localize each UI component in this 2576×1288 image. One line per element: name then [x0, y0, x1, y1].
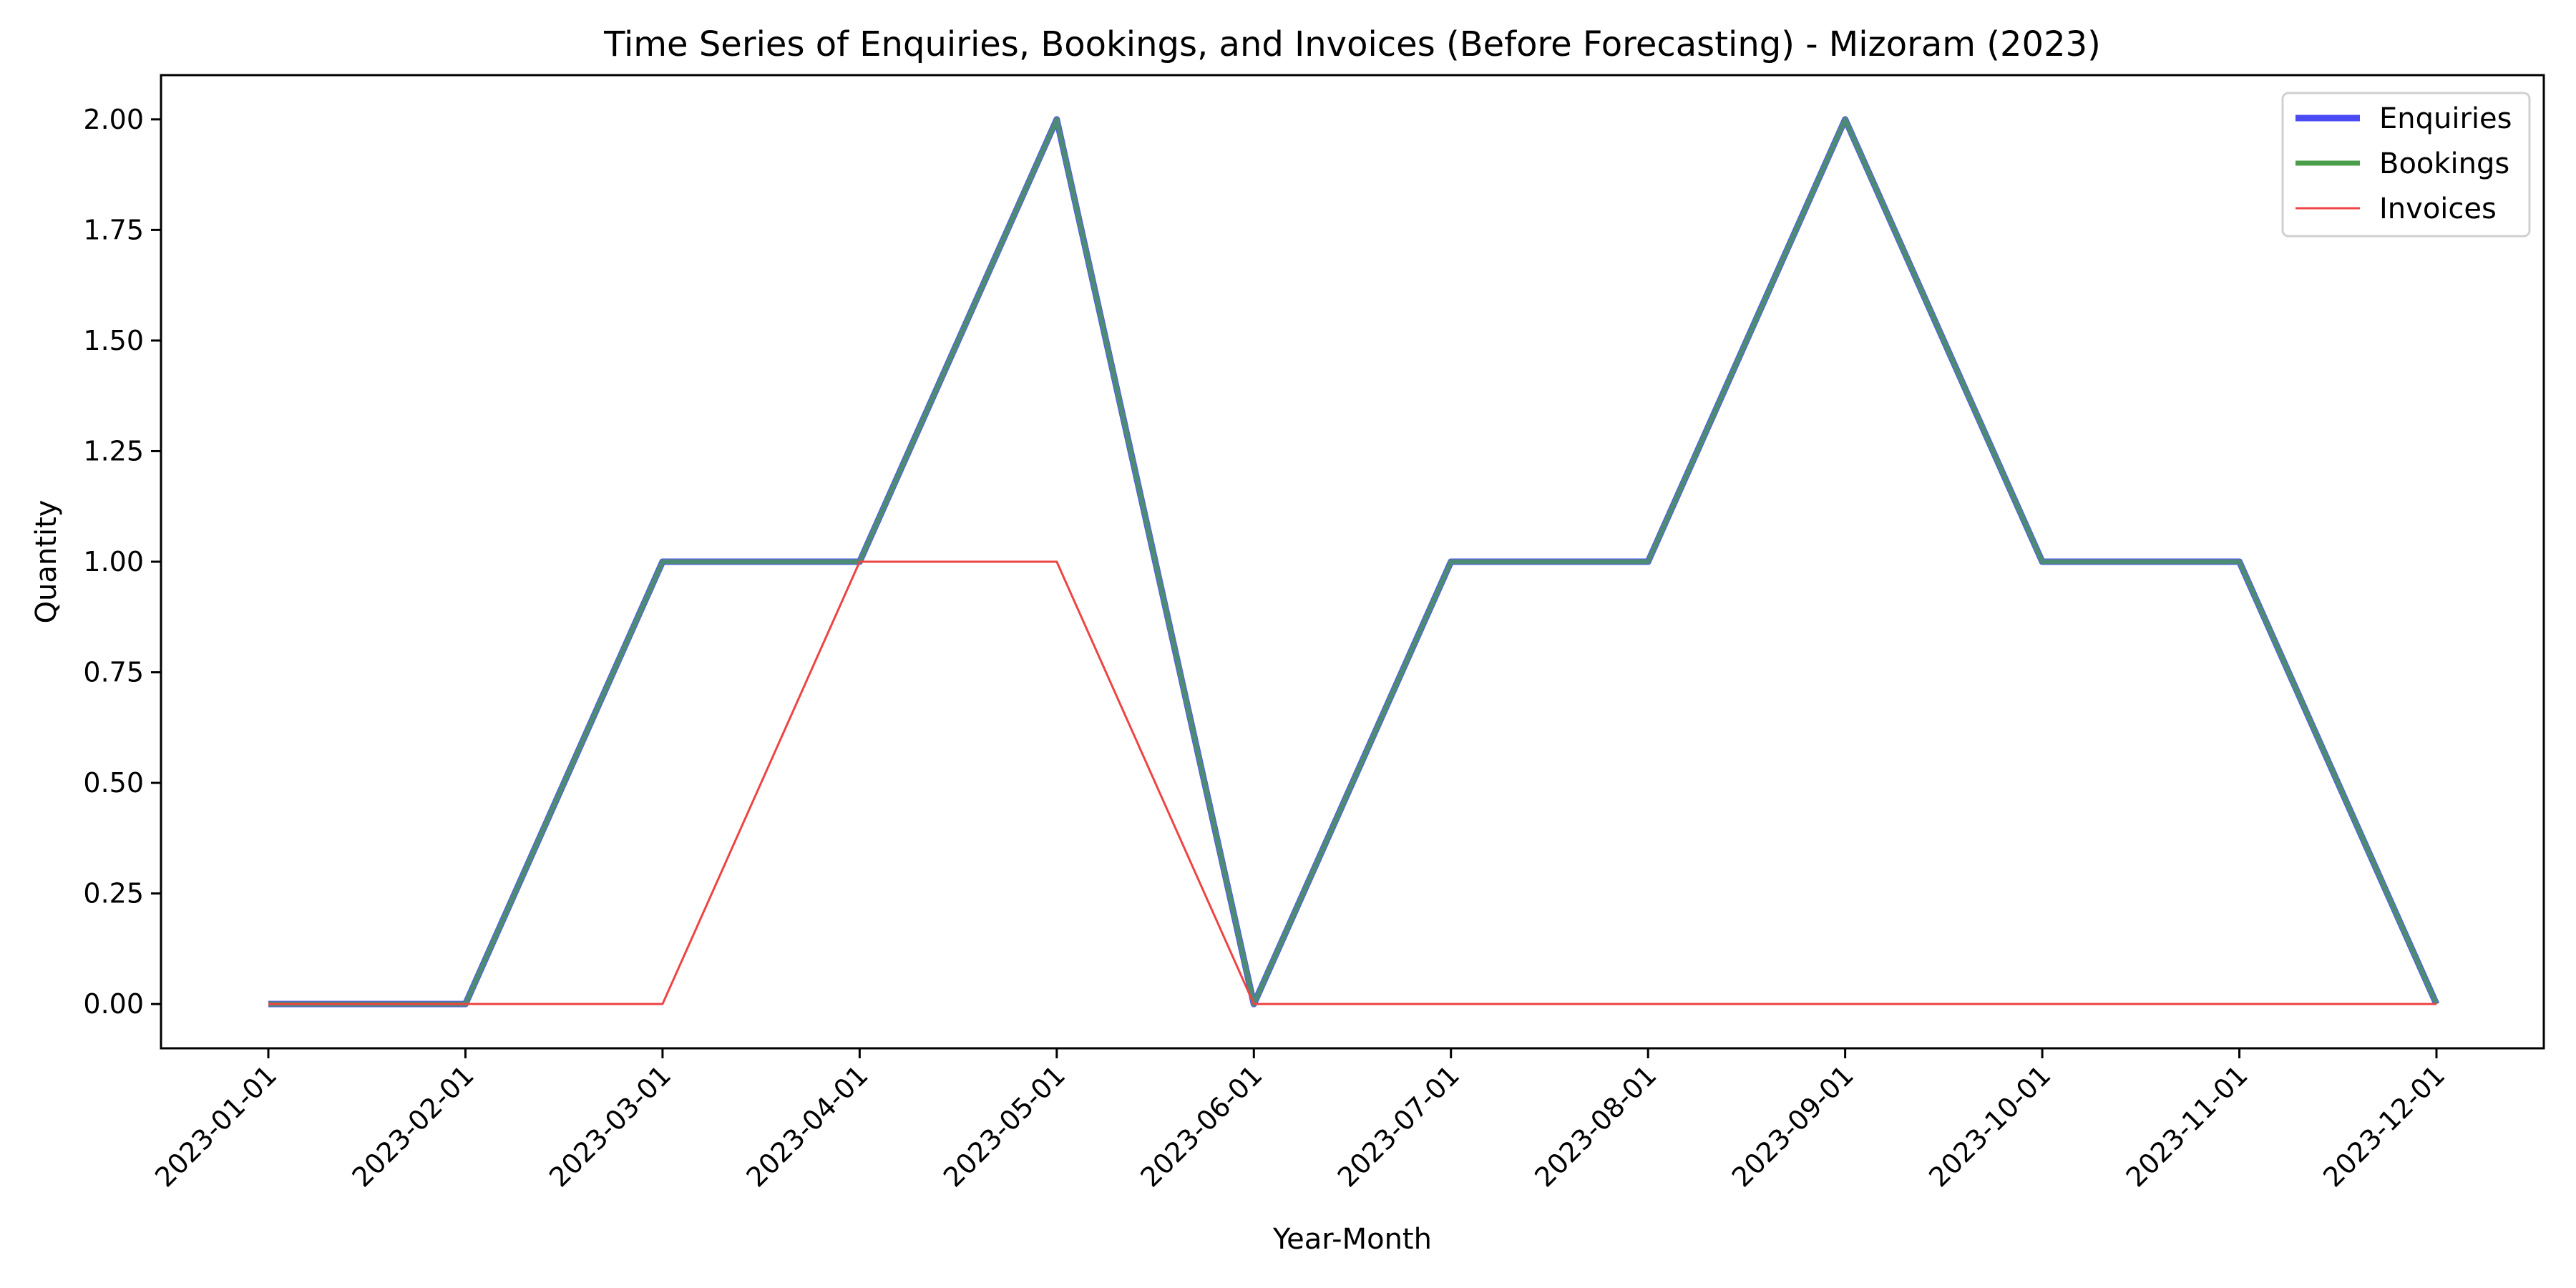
x-tick-label: 2023-08-01 — [1528, 1059, 1662, 1193]
x-axis: 2023-01-01 2023-02-01 2023-03-01 2023-04-01… — [149, 1048, 2451, 1194]
x-tick-label: 2023-12-01 — [2317, 1059, 2451, 1193]
x-tick-label: 2023-05-01 — [937, 1059, 1071, 1193]
legend: Enquiries Bookings Invoices — [2281, 92, 2531, 238]
y-tick-label: 0.50 — [83, 767, 144, 799]
x-tick-label: 2023-01-01 — [149, 1059, 283, 1193]
legend-box — [2281, 92, 2531, 238]
x-tick-label: 2023-11-01 — [2120, 1059, 2254, 1193]
y-axis: 0.00 0.25 0.50 0.75 1.00 1.25 1.50 1.75 2.00 — [83, 104, 161, 1020]
legend-label: Enquiries — [2379, 102, 2512, 135]
x-tick-label: 2023-09-01 — [1726, 1059, 1860, 1193]
y-tick-label: 1.25 — [83, 435, 144, 467]
x-axis-label: Year-Month — [1272, 1223, 1432, 1256]
chart-title: Time Series of Enquiries, Bookings, and … — [603, 24, 2101, 64]
x-tick-label: 2023-02-01 — [346, 1059, 480, 1193]
y-tick-label: 0.75 — [83, 657, 144, 688]
x-tick-label: 2023-04-01 — [740, 1059, 874, 1193]
y-tick-label: 2.00 — [83, 104, 144, 135]
y-axis-label: Quantity — [30, 500, 63, 624]
x-tick-label: 2023-10-01 — [1923, 1059, 2057, 1193]
x-tick-label: 2023-06-01 — [1134, 1059, 1268, 1193]
legend-label: Invoices — [2379, 192, 2497, 225]
y-tick-label: 0.00 — [83, 988, 144, 1020]
series-layer — [268, 116, 2440, 1008]
y-tick-label: 1.50 — [83, 325, 144, 356]
series-line-bookings — [268, 117, 2439, 1007]
legend-label: Bookings — [2379, 147, 2509, 180]
series-line-invoices — [268, 560, 2436, 1005]
y-tick-label: 1.75 — [83, 214, 144, 245]
x-tick-label: 2023-07-01 — [1332, 1059, 1465, 1193]
y-tick-label: 1.00 — [83, 546, 144, 577]
y-tick-label: 0.25 — [83, 878, 144, 909]
x-tick-label: 2023-03-01 — [543, 1059, 677, 1193]
